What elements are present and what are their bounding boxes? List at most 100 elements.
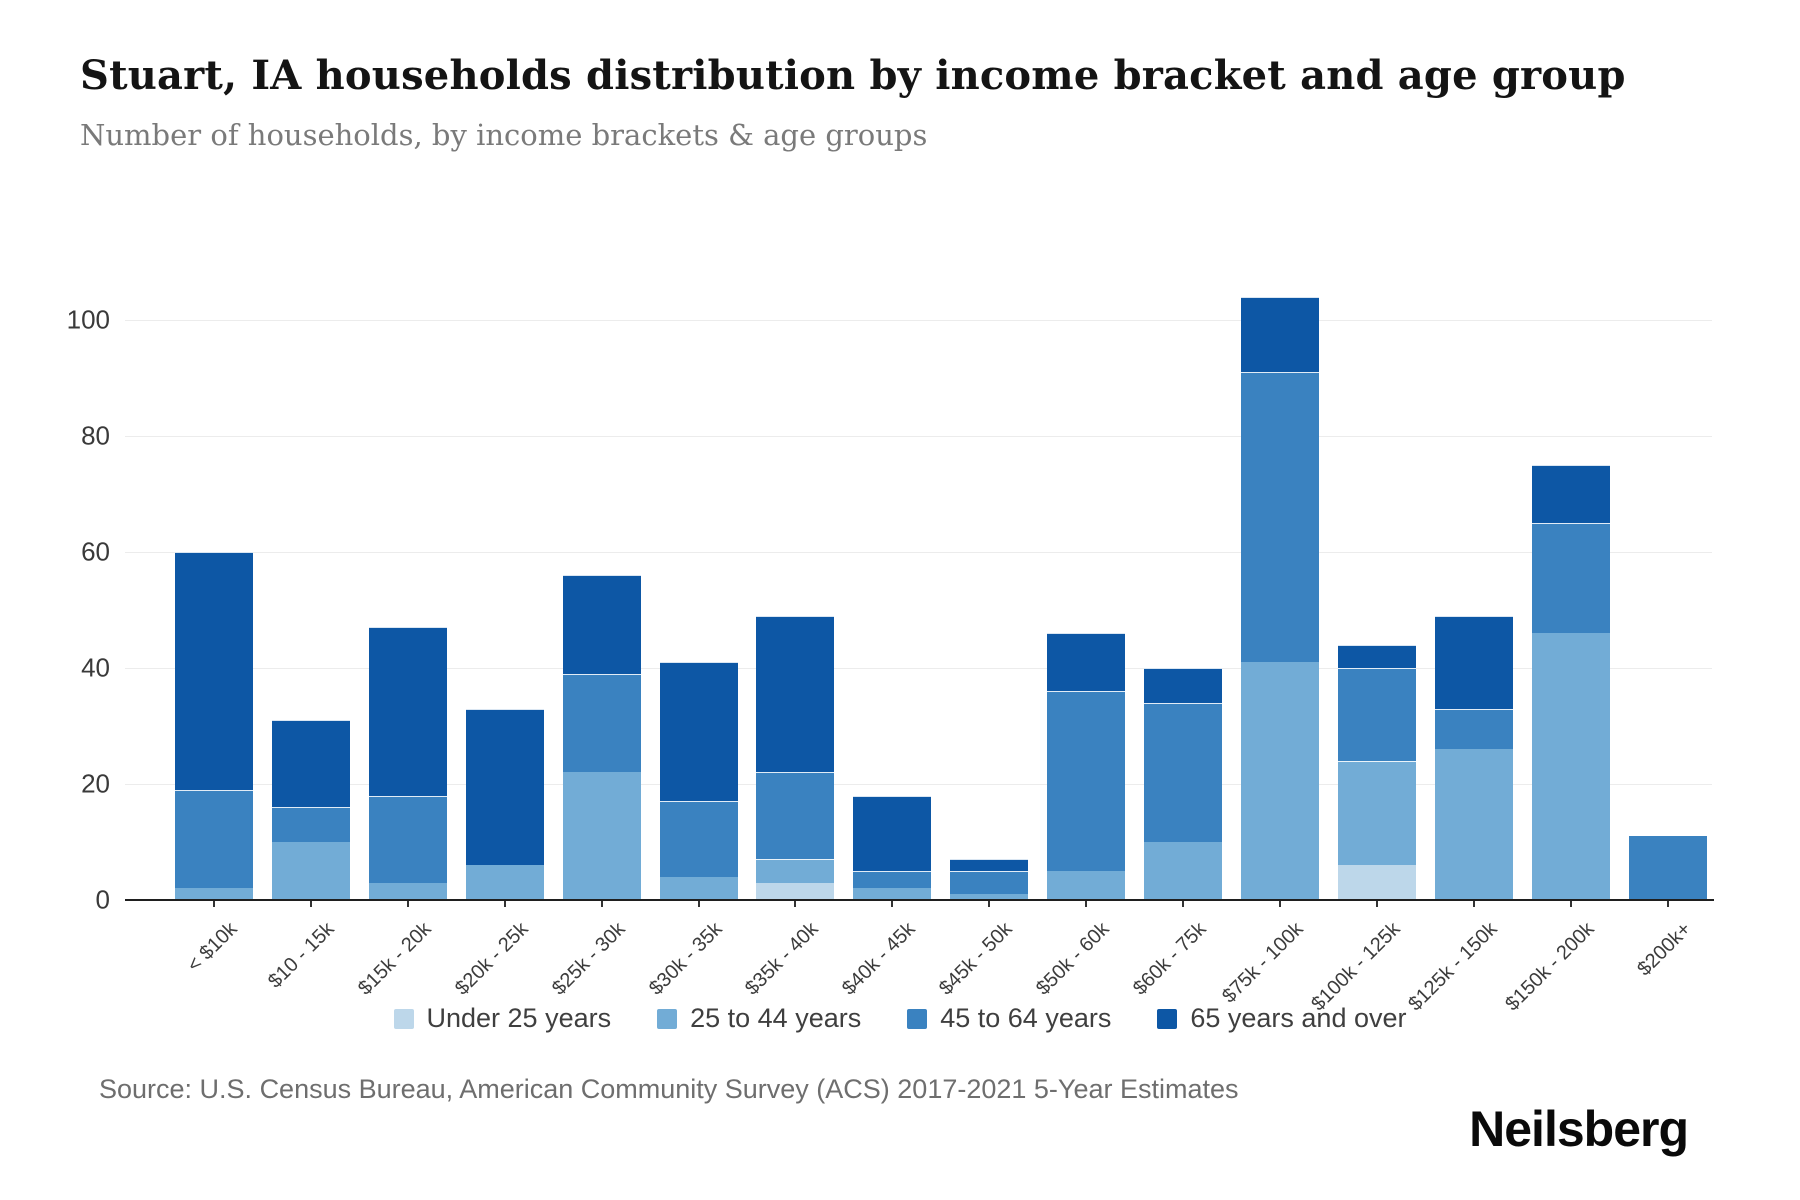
bar-segment[interactable] bbox=[175, 888, 253, 900]
bar-segment[interactable] bbox=[1434, 615, 1513, 709]
bar-segment[interactable] bbox=[1240, 296, 1319, 373]
bar-$15k - 20k[interactable] bbox=[368, 627, 447, 900]
bar-segment[interactable] bbox=[756, 882, 835, 900]
bar-$35k - 40k[interactable] bbox=[756, 615, 835, 900]
bar-segment[interactable] bbox=[1337, 668, 1416, 761]
source-note: Source: U.S. Census Bureau, American Com… bbox=[99, 1074, 1239, 1104]
bar-$200k+[interactable] bbox=[1628, 836, 1707, 900]
x-axis-tick bbox=[600, 900, 603, 907]
bar-segment[interactable] bbox=[465, 708, 544, 866]
x-axis-tick bbox=[1375, 900, 1378, 907]
x-axis-tick bbox=[891, 900, 894, 907]
legend-swatch-icon bbox=[393, 1008, 414, 1029]
bar-< $10k[interactable] bbox=[175, 552, 253, 900]
bar-segment[interactable] bbox=[1047, 870, 1126, 900]
bar-segment[interactable] bbox=[1337, 865, 1416, 900]
legend-item[interactable]: 65 years and over bbox=[1157, 1003, 1407, 1034]
bar-$10 - 15k[interactable] bbox=[271, 720, 350, 900]
bar-segment[interactable] bbox=[1337, 760, 1416, 866]
bar-segment[interactable] bbox=[756, 859, 835, 883]
bar-segment[interactable] bbox=[1240, 662, 1319, 900]
chart-legend: Under 25 years 25 to 44 years 45 to 64 yea… bbox=[0, 1003, 1800, 1034]
bar-segment[interactable] bbox=[1144, 668, 1222, 703]
gridline bbox=[125, 320, 1712, 321]
bar-segment[interactable] bbox=[271, 841, 350, 900]
bar-segment[interactable] bbox=[368, 795, 447, 883]
bar-segment[interactable] bbox=[175, 552, 253, 790]
bar-segment[interactable] bbox=[950, 859, 1029, 871]
x-axis-tick bbox=[1472, 900, 1475, 907]
bar-segment[interactable] bbox=[950, 871, 1029, 895]
bar-$30k - 35k[interactable] bbox=[659, 662, 738, 900]
bar-segment[interactable] bbox=[1144, 842, 1222, 900]
gridline bbox=[125, 784, 1712, 785]
bar-$125k - 150k[interactable] bbox=[1434, 615, 1513, 900]
legend-label: 25 to 44 years bbox=[690, 1003, 862, 1033]
x-axis-tick bbox=[697, 900, 700, 907]
bar-segment[interactable] bbox=[271, 807, 350, 842]
y-axis-tick-label: 100 bbox=[66, 304, 110, 335]
gridline bbox=[125, 436, 1712, 437]
bar-segment[interactable] bbox=[756, 772, 835, 860]
x-axis-tick bbox=[406, 900, 409, 907]
legend-item[interactable]: 45 to 64 years bbox=[907, 1003, 1111, 1034]
bar-segment[interactable] bbox=[1047, 633, 1126, 692]
bar-segment[interactable] bbox=[368, 627, 447, 796]
x-axis-tick bbox=[213, 900, 215, 907]
legend-swatch-icon bbox=[657, 1008, 678, 1029]
bar-$60k - 75k[interactable] bbox=[1144, 668, 1222, 900]
bar-segment[interactable] bbox=[1531, 633, 1610, 900]
bar-segment[interactable] bbox=[368, 882, 447, 900]
bar-segment[interactable] bbox=[465, 865, 544, 900]
bar-segment[interactable] bbox=[1047, 691, 1126, 871]
x-axis-tick bbox=[1182, 900, 1184, 907]
bar-segment[interactable] bbox=[562, 772, 641, 900]
bar-segment[interactable] bbox=[1434, 749, 1513, 900]
bar-$25k - 30k[interactable] bbox=[562, 575, 641, 900]
y-axis-tick-label: 80 bbox=[81, 420, 110, 451]
legend-item[interactable]: 25 to 44 years bbox=[657, 1003, 861, 1034]
legend-label: Under 25 years bbox=[426, 1003, 612, 1033]
bar-$100k - 125k[interactable] bbox=[1337, 644, 1416, 900]
page-subtitle: Number of households, by income brackets… bbox=[80, 118, 928, 152]
x-axis-tick bbox=[1569, 900, 1572, 907]
x-axis-tick bbox=[794, 900, 797, 907]
bar-segment[interactable] bbox=[659, 662, 738, 802]
bar-segment[interactable] bbox=[853, 795, 932, 871]
y-axis-tick-label: 40 bbox=[81, 652, 110, 683]
bar-$50k - 60k[interactable] bbox=[1047, 633, 1126, 900]
bar-segment[interactable] bbox=[562, 673, 641, 773]
bar-segment[interactable] bbox=[950, 894, 1029, 900]
y-axis-tick-label: 60 bbox=[81, 536, 110, 567]
bar-segment[interactable] bbox=[756, 615, 835, 773]
x-axis-tick bbox=[1278, 900, 1281, 907]
bar-segment[interactable] bbox=[1337, 644, 1416, 668]
gridline bbox=[125, 668, 1712, 669]
bar-segment[interactable] bbox=[175, 789, 253, 889]
legend-label: 65 years and over bbox=[1190, 1003, 1407, 1033]
bar-segment[interactable] bbox=[853, 888, 932, 900]
bar-segment[interactable] bbox=[853, 871, 932, 889]
page-title: Stuart, IA households distribution by in… bbox=[80, 52, 1626, 99]
bar-$40k - 45k[interactable] bbox=[853, 795, 932, 900]
bar-segment[interactable] bbox=[659, 876, 738, 900]
bar-segment[interactable] bbox=[659, 801, 738, 877]
bar-segment[interactable] bbox=[1240, 372, 1319, 663]
legend-item[interactable]: Under 25 years bbox=[393, 1003, 612, 1034]
bar-$75k - 100k[interactable] bbox=[1240, 296, 1319, 900]
bar-segment[interactable] bbox=[1531, 523, 1610, 634]
bar-segment[interactable] bbox=[1434, 708, 1513, 750]
bar-segment[interactable] bbox=[271, 720, 350, 808]
bar-$45k - 50k[interactable] bbox=[950, 859, 1029, 900]
brand-logo: Neilsberg bbox=[1469, 1101, 1689, 1157]
x-axis-tick bbox=[1666, 900, 1669, 907]
x-axis-tick bbox=[1085, 900, 1088, 907]
y-axis-tick-label: 20 bbox=[81, 768, 110, 799]
bar-segment[interactable] bbox=[1531, 465, 1610, 524]
bar-$20k - 25k[interactable] bbox=[465, 708, 544, 900]
bar-$150k - 200k[interactable] bbox=[1531, 465, 1610, 900]
bar-segment[interactable] bbox=[562, 575, 641, 674]
bar-segment[interactable] bbox=[1144, 702, 1222, 842]
bar-segment[interactable] bbox=[1628, 836, 1707, 900]
